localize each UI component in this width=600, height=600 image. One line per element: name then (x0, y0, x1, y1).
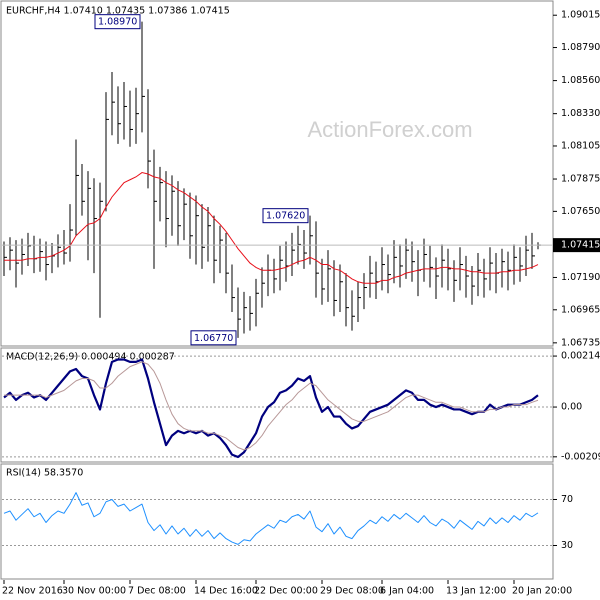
indicator-line (3, 492, 539, 545)
x-tick-label: 7 Dec 08:00 (128, 586, 186, 597)
x-tick-label: 20 Jan 20:00 (512, 586, 572, 597)
y-tick-label: 1.08330 (561, 108, 600, 119)
y-tick-label: 1.06965 (561, 304, 600, 315)
price-tag (553, 238, 600, 253)
panel-title: MACD(12,26,9) 0.000494 0.000287 (6, 352, 175, 363)
macd-panel (0, 347, 554, 463)
y-tick-label: 0.00 (561, 402, 582, 413)
y-tick-label: -0.002092 (561, 451, 600, 462)
x-tick-label: 22 Nov 2016 (2, 586, 63, 597)
annotation-box (94, 14, 141, 30)
y-tick-label: 1.08105 (561, 140, 600, 151)
x-tick-label: 13 Jan 12:00 (446, 586, 506, 597)
price-tag-label: 1.07415 (561, 240, 600, 251)
annotation-label: 1.07620 (266, 211, 305, 222)
panel-title: RSI(14) 58.3570 (6, 468, 83, 479)
price-panel (0, 0, 554, 347)
rsi-panel (0, 463, 554, 580)
y-tick-label: 1.08560 (561, 75, 600, 86)
y-tick-label: 1.06735 (561, 337, 600, 348)
x-tick-label: 30 Nov 00:00 (62, 586, 126, 597)
y-tick-label: 1.07650 (561, 206, 600, 217)
x-tick-label: 29 Dec 08:00 (320, 586, 384, 597)
indicator-line (4, 361, 539, 451)
y-tick-label: 30 (561, 540, 573, 551)
annotation-box (190, 330, 237, 346)
y-tick-label: 0.002143 (561, 351, 600, 362)
y-tick-label: 1.09015 (561, 10, 600, 21)
indicator-line (3, 358, 539, 459)
panel-title: EURCHF,H4 1.07410 1.07435 1.07386 1.0741… (6, 6, 230, 17)
x-tick-label: 22 Dec 00:00 (254, 586, 318, 597)
y-tick-label: 1.07190 (561, 272, 600, 283)
y-tick-label: 70 (561, 494, 573, 505)
watermark: ActionForex.com (307, 117, 472, 142)
y-tick-label: 1.07875 (561, 174, 600, 185)
x-tick-label: 6 Jan 04:00 (380, 586, 434, 597)
moving-average (4, 172, 539, 284)
annotation-label: 1.08970 (98, 17, 137, 28)
x-tick-label: 14 Dec 16:00 (194, 586, 258, 597)
annotation-box (262, 208, 309, 224)
annotation-label: 1.06770 (194, 333, 233, 344)
y-tick-label: 1.08790 (561, 42, 600, 53)
